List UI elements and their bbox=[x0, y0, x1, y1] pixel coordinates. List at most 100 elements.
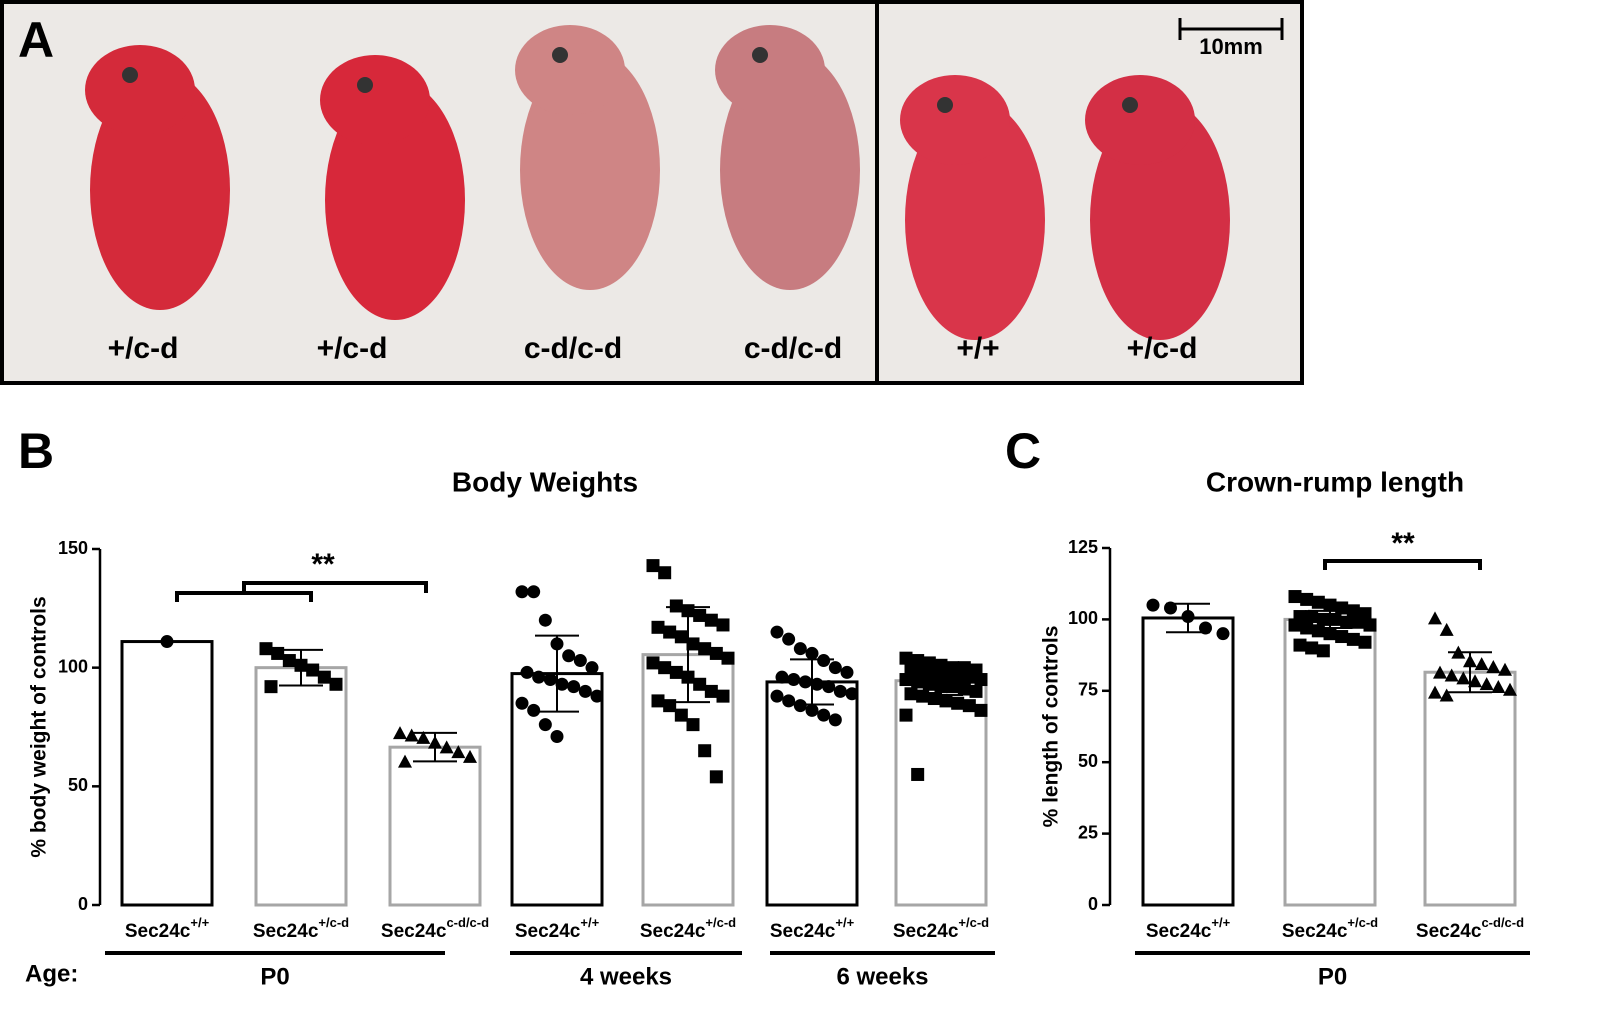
genotype: c-d/c-d bbox=[446, 915, 489, 930]
data-point bbox=[317, 670, 331, 684]
data-point bbox=[160, 635, 174, 649]
data-point bbox=[515, 585, 529, 599]
pup-eye bbox=[552, 47, 568, 63]
pup-head bbox=[715, 25, 825, 115]
data-point bbox=[398, 754, 412, 768]
gene-name: Sec24c bbox=[1146, 921, 1212, 942]
data-point bbox=[787, 673, 801, 687]
data-point bbox=[1340, 615, 1354, 629]
data-point bbox=[904, 687, 918, 701]
data-point bbox=[669, 665, 683, 679]
data-point bbox=[1428, 685, 1442, 699]
data-point bbox=[775, 670, 789, 684]
data-point bbox=[716, 618, 730, 632]
data-point bbox=[1486, 659, 1501, 673]
data-point bbox=[793, 642, 807, 656]
genotype-label: +/c-d bbox=[317, 332, 388, 365]
data-point bbox=[911, 675, 925, 689]
data-point bbox=[698, 642, 712, 656]
y-axis-label: % length of controls bbox=[1040, 626, 1063, 828]
data-point bbox=[1335, 630, 1349, 644]
data-point bbox=[1351, 615, 1365, 629]
data-point bbox=[306, 663, 320, 677]
pup-eye bbox=[122, 67, 138, 83]
x-tick-label: Sec24c+/c-d bbox=[1282, 915, 1378, 942]
group-label: P0 bbox=[1318, 963, 1347, 990]
data-point bbox=[573, 654, 587, 668]
data-point bbox=[264, 680, 278, 694]
data-point bbox=[911, 767, 925, 781]
data-point bbox=[585, 661, 599, 675]
group-label: 6 weeks bbox=[836, 963, 928, 990]
pup-head bbox=[1085, 75, 1195, 165]
x-tick-label: Sec24c+/+ bbox=[515, 915, 600, 942]
data-point bbox=[1323, 598, 1337, 612]
y-tick-label: 100 bbox=[58, 656, 88, 676]
data-point bbox=[404, 728, 419, 742]
data-point bbox=[646, 559, 660, 573]
data-point bbox=[1305, 610, 1319, 624]
genotype: +/+ bbox=[190, 915, 209, 930]
data-point bbox=[822, 680, 836, 694]
x-tick-label: Sec24cc-d/c-d bbox=[1416, 915, 1524, 942]
data-point bbox=[451, 745, 466, 759]
genotype: +/c-d bbox=[318, 915, 349, 930]
data-point bbox=[974, 673, 988, 687]
y-tick-label: 50 bbox=[68, 775, 88, 795]
bar bbox=[1141, 616, 1235, 907]
pup-eye bbox=[357, 77, 373, 93]
y-tick-label: 125 bbox=[1068, 537, 1098, 557]
data-point bbox=[1316, 644, 1330, 658]
data-point bbox=[329, 677, 343, 691]
pup-eye bbox=[752, 47, 768, 63]
data-point bbox=[1305, 641, 1319, 655]
x-tick-label: Sec24c+/+ bbox=[1146, 915, 1231, 942]
data-point bbox=[962, 699, 976, 713]
data-point bbox=[810, 677, 824, 691]
data-point bbox=[1199, 621, 1212, 635]
data-point bbox=[704, 684, 718, 698]
pup-head bbox=[900, 75, 1010, 165]
data-point bbox=[1300, 592, 1314, 606]
chart-title: Body Weights bbox=[452, 466, 638, 497]
data-point bbox=[1323, 627, 1337, 641]
data-point bbox=[439, 740, 454, 754]
data-point bbox=[543, 673, 557, 687]
data-point bbox=[1474, 657, 1489, 671]
data-point bbox=[1288, 618, 1302, 632]
data-point bbox=[828, 661, 842, 675]
data-point bbox=[693, 608, 707, 622]
y-tick-label: 0 bbox=[78, 894, 88, 914]
genotype: c-d/c-d bbox=[1481, 915, 1524, 930]
scale-bar-label: 10mm bbox=[1199, 34, 1263, 59]
data-point bbox=[1328, 612, 1342, 626]
genotype-label: +/c-d bbox=[108, 332, 179, 365]
data-point bbox=[663, 625, 677, 639]
data-point bbox=[899, 651, 913, 665]
data-point bbox=[969, 684, 983, 698]
data-point bbox=[798, 675, 812, 689]
y-tick-label: 100 bbox=[1068, 608, 1098, 628]
data-point bbox=[1335, 601, 1349, 615]
data-point bbox=[1439, 622, 1454, 636]
data-point bbox=[782, 632, 796, 646]
data-point bbox=[1498, 662, 1512, 676]
data-point bbox=[845, 687, 859, 701]
age-label: Age: bbox=[25, 960, 78, 987]
data-point bbox=[805, 646, 819, 660]
bar bbox=[120, 640, 214, 907]
data-point bbox=[1300, 621, 1314, 635]
data-point bbox=[1503, 682, 1517, 696]
genotype-label: c-d/c-d bbox=[744, 332, 842, 365]
y-tick-label: 75 bbox=[1078, 680, 1098, 700]
gene-name: Sec24c bbox=[1282, 921, 1348, 942]
data-point bbox=[698, 744, 712, 758]
gene-name: Sec24c bbox=[1416, 921, 1482, 942]
data-point bbox=[805, 703, 819, 717]
scale-bar bbox=[1178, 18, 1284, 40]
data-point bbox=[1456, 671, 1471, 685]
genotype: +/c-d bbox=[958, 915, 989, 930]
x-tick-label: Sec24c+/c-d bbox=[640, 915, 736, 942]
data-point bbox=[946, 680, 960, 694]
